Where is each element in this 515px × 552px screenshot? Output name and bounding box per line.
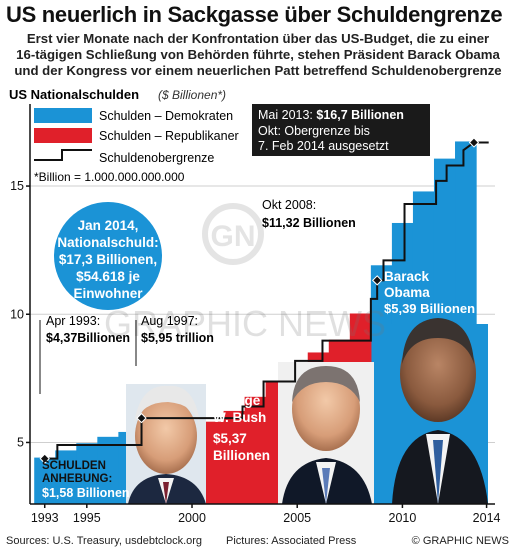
x-tick-label: 1995 bbox=[73, 511, 101, 525]
bar-republican-2002 bbox=[223, 410, 246, 504]
chart-unit: ($ Billionen*) bbox=[158, 88, 226, 102]
x-tick-label: 2014 bbox=[473, 511, 501, 525]
obama-last: Obama bbox=[384, 285, 430, 300]
billion-note: *Billion = 1.000.000.000.000 bbox=[34, 170, 185, 184]
legend-limit: Schuldenobergrenze bbox=[99, 151, 214, 165]
callout-aug-1997: Aug 1997: $5,95 trillion bbox=[135, 314, 214, 366]
bubble-circle bbox=[54, 202, 162, 310]
watermark-logo: GN bbox=[211, 220, 256, 253]
y-tick-label: 5 bbox=[17, 435, 24, 449]
apr1993-value: $4,37Billionen bbox=[46, 331, 130, 345]
mai2013-line3: 7. Feb 2014 ausgesetzt bbox=[258, 139, 389, 153]
callout-mai-2013: Mai 2013: $16,7 Billionen Okt: Obergrenz… bbox=[252, 104, 430, 156]
limit-marker-1 bbox=[136, 412, 147, 424]
callout-apr-1993: Apr 1993: $4,37Billionen bbox=[39, 314, 130, 394]
bush-first: George bbox=[213, 393, 261, 408]
limit-marker-3 bbox=[468, 137, 480, 148]
x-tick-label: 2010 bbox=[389, 511, 417, 525]
debt-limit-markers bbox=[39, 137, 480, 464]
bush-unit: Billionen bbox=[213, 448, 270, 463]
apr1993-date: Apr 1993: bbox=[46, 314, 100, 328]
axes: 5 10 15 1993 1995 2000 2005 2010 2014 bbox=[10, 104, 501, 525]
subhead-line: Erst vier Monate nach der Konfrontation … bbox=[26, 31, 490, 46]
headline: US neuerlich in Sackgasse über Schuldeng… bbox=[6, 2, 503, 27]
limit-marker-2 bbox=[371, 275, 383, 286]
okt2008-value: $11,32 Billionen bbox=[262, 216, 356, 230]
bubble-line: Jan 2014, bbox=[78, 218, 139, 233]
watermark-text: GRAPHIC NEWS bbox=[104, 303, 386, 344]
bush-portrait bbox=[278, 362, 374, 504]
subhead-line: 16-tägigen Schließung von Behörden führt… bbox=[16, 47, 500, 62]
clinton-portrait bbox=[126, 384, 206, 504]
obama-portrait bbox=[390, 318, 488, 504]
bar-republican-2001 bbox=[202, 421, 225, 504]
bar-democrat-1994 bbox=[55, 450, 77, 504]
mai2013-date: Mai 2013: bbox=[258, 108, 316, 122]
okt2008-date: Okt 2008: bbox=[262, 198, 316, 212]
debt-limit-line bbox=[44, 141, 489, 460]
legend-swatch-limit bbox=[34, 149, 92, 161]
clinton-raise-1: SCHULDEN bbox=[42, 460, 106, 472]
x-tick-label: 2005 bbox=[283, 511, 311, 525]
bubble-line: Nationalschuld: bbox=[57, 235, 158, 250]
clinton-last: Clinton bbox=[42, 429, 89, 444]
debt-chart: US Nationalschulden ($ Billionen*) GN GR… bbox=[6, 87, 509, 547]
subhead-line: und der Kongress vor einem neuerlichen P… bbox=[14, 63, 502, 78]
svg-text:Mai 2013: $16,7 Billionen: Mai 2013: $16,7 Billionen bbox=[258, 108, 404, 122]
bar-democrat-1995 bbox=[76, 443, 98, 504]
clinton-raise-3: $1,58 Billionen bbox=[42, 486, 130, 500]
legend: Schulden – Demokraten Schulden – Republi… bbox=[34, 108, 239, 184]
aug1997-value: $5,95 trillion bbox=[141, 331, 214, 345]
clinton-first: Bill bbox=[42, 412, 63, 427]
callout-box bbox=[252, 104, 430, 156]
bush-amount: $5,37 bbox=[213, 431, 247, 446]
legend-swatch-democrat bbox=[34, 108, 92, 123]
watermark: GN GRAPHIC NEWS bbox=[104, 203, 386, 344]
bubble-line: Einwohner bbox=[73, 286, 143, 301]
bubble-line: $54.618 je bbox=[76, 269, 140, 284]
x-tick-label: 2000 bbox=[178, 511, 206, 525]
y-tick-label: 10 bbox=[10, 307, 24, 321]
callout-okt-2008: Okt 2008: $11,32 Billionen bbox=[262, 198, 356, 230]
aug1997-date: Aug 1997: bbox=[141, 314, 198, 328]
bar-republican-2003 bbox=[244, 396, 267, 504]
footer-credit: © GRAPHIC NEWS bbox=[412, 535, 509, 547]
bar-democrat-1996 bbox=[97, 436, 119, 504]
footer: Sources: U.S. Treasury, usdebtclock.org … bbox=[6, 535, 509, 547]
label-clinton: Bill Clinton SCHULDEN ANHEBUNG: $1,58 Bi… bbox=[42, 412, 130, 500]
limit-marker-0 bbox=[39, 453, 50, 464]
y-tick-label: 15 bbox=[10, 179, 24, 193]
footer-pictures: Pictures: Associated Press bbox=[226, 535, 357, 547]
bush-last: W. Bush bbox=[213, 410, 266, 425]
footer-sources: Sources: U.S. Treasury, usdebtclock.org bbox=[6, 535, 202, 547]
mai2013-value: $16,7 Billionen bbox=[316, 108, 404, 122]
label-obama: Barack Obama $5,39 Billionen bbox=[384, 269, 475, 316]
mai2013-line2: Okt: Obergrenze bis bbox=[258, 124, 370, 138]
bubble-line: $17,3 Billionen, bbox=[59, 252, 157, 267]
legend-democrat: Schulden – Demokraten bbox=[99, 109, 233, 123]
legend-republican: Schulden – Republikaner bbox=[99, 129, 239, 143]
bar-democrat-2009 bbox=[370, 265, 393, 504]
bar-democrat-1993 bbox=[34, 457, 56, 504]
national-debt-bubble: Jan 2014, Nationalschuld: $17,3 Billione… bbox=[54, 202, 162, 310]
clinton-raise-2: ANHEBUNG: bbox=[42, 473, 112, 485]
legend-swatch-republican bbox=[34, 128, 92, 143]
x-tick-label: 1993 bbox=[31, 511, 59, 525]
subheadline: Erst vier Monate nach der Konfrontation … bbox=[8, 31, 508, 79]
obama-first: Barack bbox=[384, 269, 430, 284]
chart-title: US Nationalschulden bbox=[9, 87, 139, 102]
label-bush: George W. Bush $5,37 Billionen bbox=[213, 393, 270, 463]
obama-amount: $5,39 Billionen bbox=[384, 301, 475, 316]
